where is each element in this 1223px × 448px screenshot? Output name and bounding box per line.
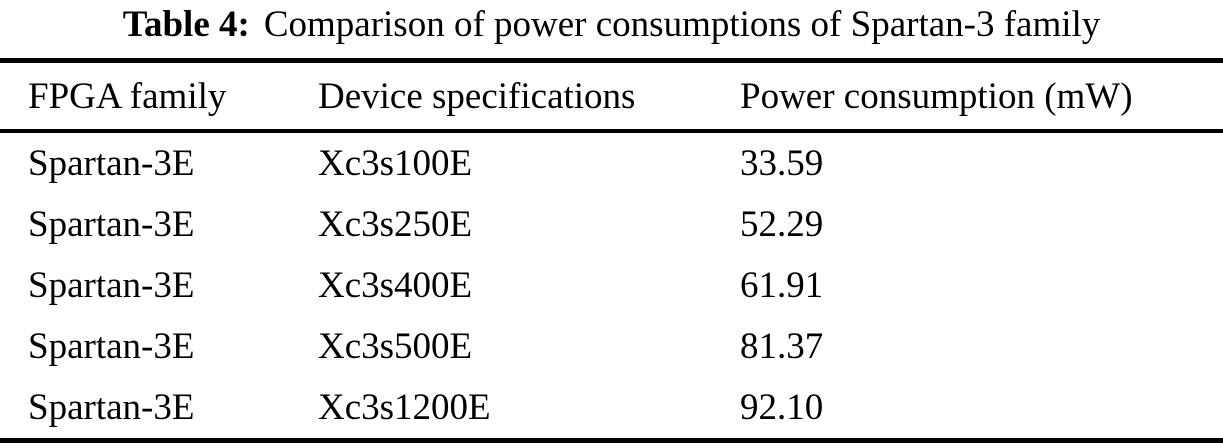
cell-fpga-family: Spartan-3E	[28, 326, 195, 367]
table-row: Spartan-3E Xc3s500E 81.37	[0, 316, 1223, 377]
cell-device-specification: Xc3s500E	[318, 326, 473, 367]
cell-fpga-family: Spartan-3E	[28, 265, 195, 306]
table-row: Spartan-3E Xc3s1200E 92.10	[0, 377, 1223, 438]
table-top-rule	[0, 58, 1223, 63]
cell-power-consumption: 81.37	[740, 326, 824, 367]
cell-fpga-family: Spartan-3E	[28, 387, 195, 428]
table-caption-label: Table 4:	[122, 4, 250, 45]
cell-device-specification: Xc3s1200E	[318, 387, 491, 428]
table-bottom-rule	[0, 438, 1223, 443]
table-row: Spartan-3E Xc3s100E 33.59	[0, 133, 1223, 194]
cell-power-consumption: 52.29	[740, 204, 824, 245]
table-header-row: FPGA family Device specifications Power …	[0, 63, 1223, 129]
table-caption-text: Comparison of power consumptions of Spar…	[263, 4, 1101, 45]
column-header-power-consumption: Power consumption (mW)	[740, 75, 1133, 117]
table-header-rule	[0, 129, 1223, 133]
cell-power-consumption: 61.91	[740, 265, 824, 306]
cell-device-specification: Xc3s250E	[318, 204, 473, 245]
cell-device-specification: Xc3s100E	[318, 143, 473, 184]
column-header-device-specifications: Device specifications	[318, 75, 636, 117]
cell-device-specification: Xc3s400E	[318, 265, 473, 306]
table-row: Spartan-3E Xc3s400E 61.91	[0, 255, 1223, 316]
cell-fpga-family: Spartan-3E	[28, 143, 195, 184]
column-header-fpga-family: FPGA family	[28, 75, 227, 117]
cell-power-consumption: 33.59	[740, 143, 824, 184]
cell-power-consumption: 92.10	[740, 387, 824, 428]
table-caption: Table 4: Comparison of power consumptions…	[0, 0, 1223, 47]
cell-fpga-family: Spartan-3E	[28, 204, 195, 245]
table-row: Spartan-3E Xc3s250E 52.29	[0, 194, 1223, 255]
